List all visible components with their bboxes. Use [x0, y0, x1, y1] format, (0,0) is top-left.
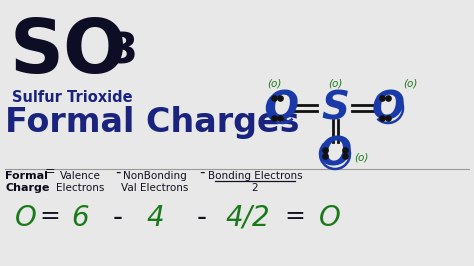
Text: Formal Charges: Formal Charges — [5, 106, 300, 139]
Text: (o): (o) — [354, 153, 368, 163]
Text: -: - — [199, 165, 205, 180]
Text: O: O — [319, 204, 341, 232]
Text: (o): (o) — [328, 78, 342, 88]
Text: =: = — [45, 165, 55, 178]
Text: Valence
Electrons: Valence Electrons — [56, 171, 104, 193]
Text: NonBonding
Val Electrons: NonBonding Val Electrons — [121, 171, 189, 193]
Text: (o): (o) — [267, 78, 281, 88]
Text: 6: 6 — [71, 204, 89, 232]
Text: SO: SO — [10, 16, 128, 89]
Text: O: O — [15, 204, 37, 232]
Text: O: O — [319, 135, 352, 173]
Text: Bonding Electrons: Bonding Electrons — [208, 171, 302, 181]
Text: =: = — [39, 204, 61, 228]
Text: =: = — [284, 204, 305, 228]
Text: O: O — [372, 89, 404, 127]
Text: 4: 4 — [146, 204, 164, 232]
Text: 2: 2 — [252, 183, 258, 193]
Text: Formal
Charge: Formal Charge — [5, 171, 49, 193]
Text: (o): (o) — [403, 78, 417, 88]
Text: S: S — [321, 89, 349, 127]
Text: O: O — [265, 89, 299, 127]
Text: Sulfur Trioxide: Sulfur Trioxide — [12, 90, 133, 105]
Text: -: - — [113, 204, 123, 232]
Text: -: - — [115, 165, 121, 180]
Text: 4/2: 4/2 — [226, 204, 270, 232]
Text: -: - — [197, 204, 207, 232]
Text: 3: 3 — [108, 31, 137, 73]
